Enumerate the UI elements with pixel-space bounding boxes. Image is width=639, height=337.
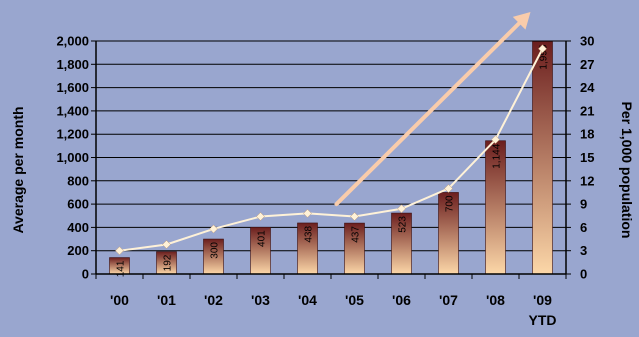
bar-data-label: 401 — [257, 230, 268, 247]
line-point — [256, 212, 265, 221]
right-tick-label: 6 — [580, 220, 587, 235]
right-tick-label: 24 — [580, 80, 595, 95]
x-tick-label: '09 — [533, 292, 552, 308]
bar-data-label: 1,144 — [492, 143, 503, 168]
line-point — [209, 224, 218, 234]
right-tick-label: 21 — [580, 103, 594, 118]
line-point — [444, 184, 453, 193]
bar-data-label: 700 — [445, 195, 456, 212]
bar — [532, 41, 553, 275]
line-point — [162, 240, 171, 249]
right-tick-label: 9 — [580, 197, 587, 212]
trend-arrow — [334, 12, 531, 207]
right-axis-label: Per 1,000 population — [619, 102, 635, 239]
left-tick-label: 800 — [67, 173, 89, 188]
line-point — [115, 246, 124, 256]
right-tick-label: 30 — [580, 34, 594, 49]
left-tick-label: 600 — [67, 197, 89, 212]
left-tick-label: 400 — [67, 220, 89, 235]
right-tick-label: 18 — [580, 127, 594, 142]
right-tick-label: 27 — [580, 57, 594, 72]
right-tick-label: 0 — [580, 267, 587, 282]
bar-data-label: 438 — [304, 226, 315, 243]
trend-arrow-head — [512, 12, 531, 30]
x-tick-label: '07 — [439, 292, 458, 308]
left-axis-label: Average per month — [10, 106, 26, 233]
bar-data-label: 141 — [116, 260, 127, 277]
x-tick-label: '00 — [110, 292, 129, 308]
left-tick-label: 1,600 — [56, 80, 89, 95]
right-tick-label: 15 — [580, 150, 594, 165]
x-tick-label: '04 — [298, 292, 317, 308]
x-tick-label: '02 — [204, 292, 223, 308]
line-point — [350, 212, 359, 221]
x-tick-label: '06 — [392, 292, 411, 308]
x-tick-label: '03 — [251, 292, 270, 308]
left-tick-label: 0 — [82, 267, 89, 282]
right-tick-label: 3 — [580, 243, 587, 258]
x-axis-ticks: '00 '01 '02 '03 '04 '05 '06 '07 '08 '09 YTD — [95, 274, 567, 328]
left-tick-label: 200 — [67, 243, 89, 258]
left-tick-label: 1,000 — [56, 150, 89, 165]
line-point — [538, 44, 547, 54]
right-tick-label: 12 — [580, 173, 594, 188]
x-tick-label: '05 — [345, 292, 364, 308]
line-point — [491, 135, 500, 144]
left-tick-label: 2,000 — [56, 34, 89, 49]
left-axis-ticks: 0 200 400 600 800 1,000 1,200 1,400 1,600 1,800 2,… — [56, 34, 96, 282]
line-path — [119, 48, 544, 252]
bar-data-label: 523 — [398, 216, 409, 233]
x-tick-sublabel: YTD — [529, 312, 557, 328]
trend-arrow-shaft — [334, 21, 522, 207]
line-point — [303, 209, 312, 218]
x-tick-label: '01 — [157, 292, 176, 308]
bar-data-label: 300 — [210, 242, 221, 259]
bar-data-label: 437 — [351, 226, 362, 243]
bar-data-label: 1,995 — [539, 44, 550, 69]
x-tick-label: '08 — [486, 292, 505, 308]
line-point — [397, 204, 406, 214]
left-tick-label: 1,800 — [56, 57, 89, 72]
left-tick-label: 1,200 — [56, 127, 89, 142]
left-tick-label: 1,400 — [56, 103, 89, 118]
right-axis-ticks: 0 3 6 9 12 15 18 21 24 27 30 — [566, 34, 595, 282]
line-series — [115, 44, 547, 256]
bar-data-labels: 141 192 300 401 438 437 523 700 1,144 1,995 — [116, 44, 550, 277]
bar-data-label: 192 — [163, 254, 174, 271]
gridlines — [96, 40, 566, 275]
